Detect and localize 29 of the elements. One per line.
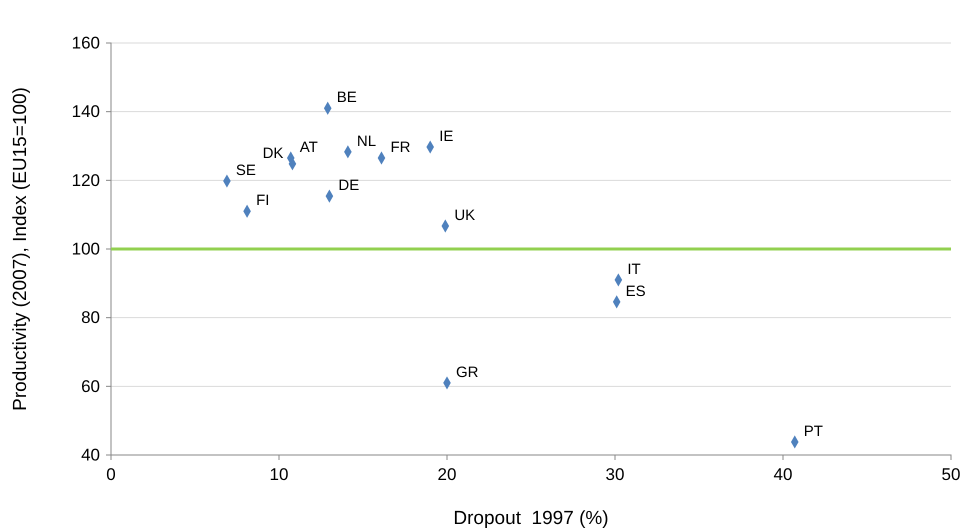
y-tick-label: 140 xyxy=(72,102,100,122)
y-tick-label: 120 xyxy=(72,170,100,190)
annotation: PT xyxy=(804,422,823,440)
annotation: NL xyxy=(356,132,376,150)
annotation: DK xyxy=(262,144,284,162)
annotation: FR xyxy=(390,139,411,156)
x-tick-label: 40 xyxy=(774,465,792,484)
y-tick-label: 80 xyxy=(81,308,100,328)
annotation: GR xyxy=(456,364,479,381)
x-tick-label: 0 xyxy=(106,465,116,484)
x-tick-label: 20 xyxy=(438,465,456,484)
y-tick-label: 100 xyxy=(72,239,100,258)
annotation: SE xyxy=(236,162,256,180)
x-tick-label: 50 xyxy=(942,465,960,484)
annotation: FI xyxy=(256,192,270,210)
annotation: IT xyxy=(627,260,641,278)
x-tick-label: 30 xyxy=(606,465,624,484)
y-tick-label: 40 xyxy=(81,445,100,464)
y-axis-title: Productivity (2007), Index (EU15=100) xyxy=(10,87,31,411)
y-tick-label: 160 xyxy=(72,33,100,52)
annotation: DE xyxy=(338,177,360,194)
annotation: IE xyxy=(439,128,454,146)
annotation: ES xyxy=(626,282,646,300)
x-axis-title: Dropout 1997 (%) xyxy=(453,508,609,529)
y-tick-label: 60 xyxy=(81,376,100,396)
annotation: BE xyxy=(336,89,357,106)
x-tick-label: 10 xyxy=(270,465,288,484)
annotation: AT xyxy=(300,139,318,156)
annotation: UK xyxy=(454,206,476,224)
